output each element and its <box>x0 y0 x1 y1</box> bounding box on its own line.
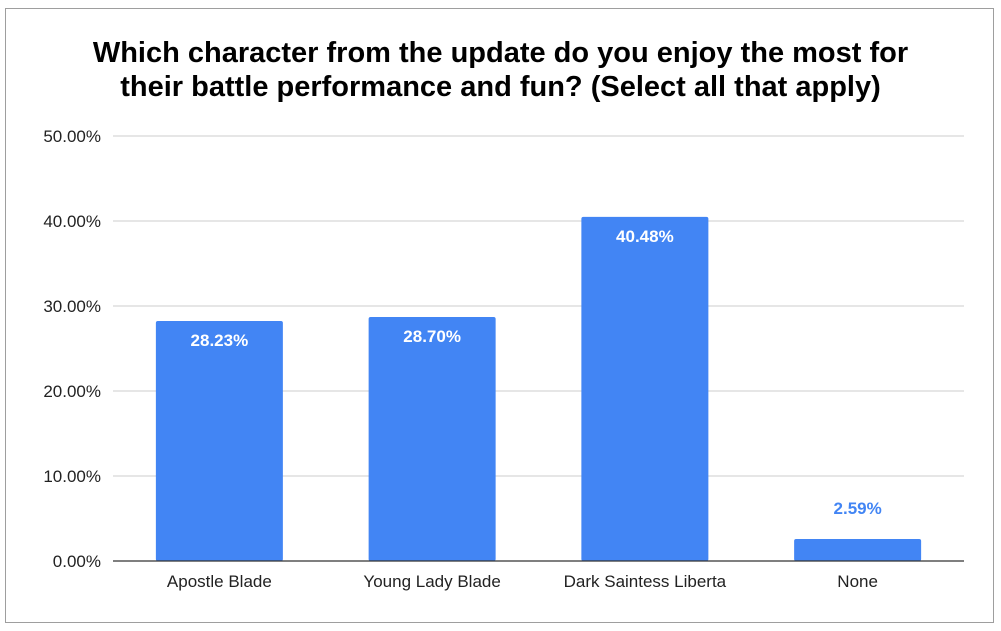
data-label: 2.59% <box>834 499 882 518</box>
y-axis-tick-labels: 0.00% 10.00% 20.00% 30.00% 40.00% 50.00% <box>43 127 101 571</box>
bar-apostle-blade <box>155 321 283 561</box>
chart-title-line-1: Which character from the update do you e… <box>92 37 909 69</box>
data-label: 28.23% <box>191 331 249 350</box>
bars <box>155 216 922 562</box>
bar-none <box>794 538 922 561</box>
x-category-label: None <box>837 572 878 591</box>
data-label: 28.70% <box>403 327 461 346</box>
gridlines <box>113 135 964 477</box>
y-tick-label: 10.00% <box>43 467 101 486</box>
chart-title: Which character from the update do you e… <box>0 36 1001 104</box>
y-tick-label: 40.00% <box>43 212 101 231</box>
x-category-label: Young Lady Blade <box>363 572 500 591</box>
bar-young-lady-blade <box>368 317 496 561</box>
y-tick-label: 50.00% <box>43 127 101 146</box>
data-label: 40.48% <box>616 227 674 246</box>
x-category-label: Dark Saintess Liberta <box>564 572 727 591</box>
y-tick-label: 20.00% <box>43 382 101 401</box>
bar-dark-saintess-liberta <box>581 216 709 562</box>
chart-title-line-2: their battle performance and fun? (Selec… <box>120 71 881 103</box>
y-tick-label: 0.00% <box>53 552 101 571</box>
data-labels: 28.23% 28.70% 40.48% 2.59% <box>191 227 882 518</box>
x-category-label: Apostle Blade <box>167 572 272 591</box>
y-tick-label: 30.00% <box>43 297 101 316</box>
x-axis-category-labels: Apostle Blade Young Lady Blade Dark Sainte… <box>167 572 878 591</box>
